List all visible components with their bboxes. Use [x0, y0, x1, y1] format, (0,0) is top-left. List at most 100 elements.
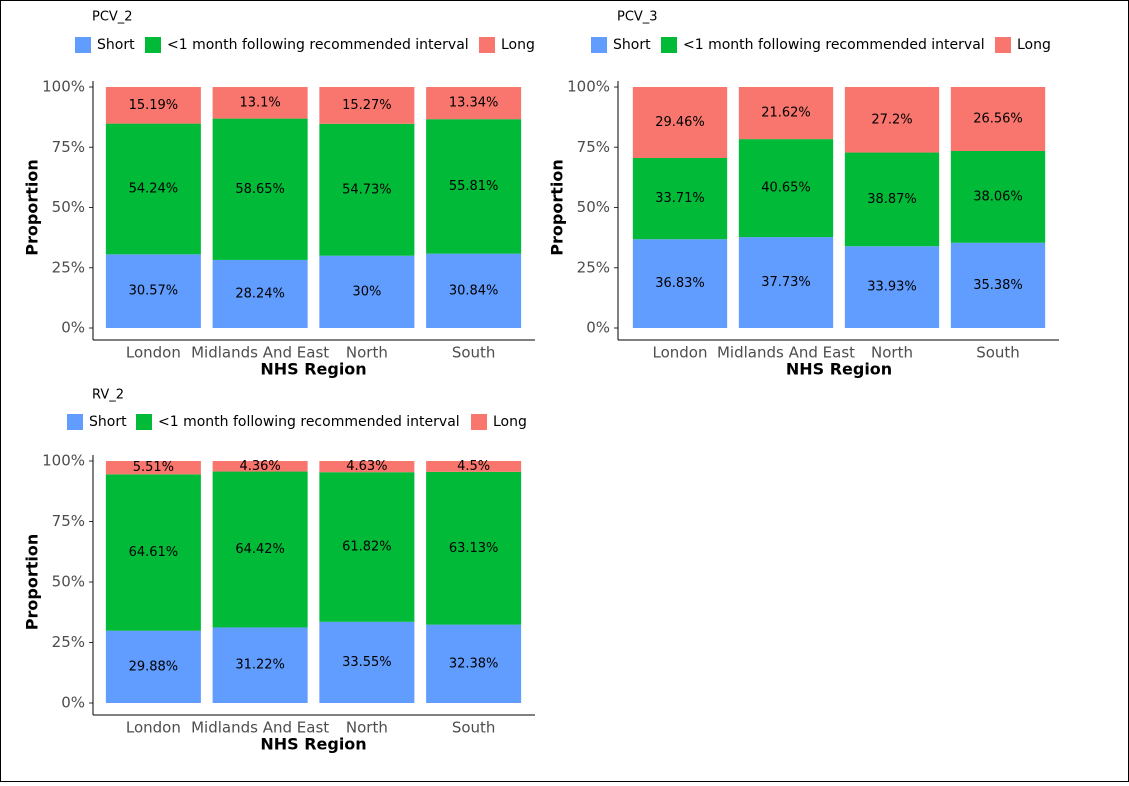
bar-segment [105, 630, 201, 703]
value-label: 13.1% [239, 95, 280, 110]
value-label: 38.06% [973, 189, 1023, 204]
y-tick-label: 100% [42, 452, 85, 470]
bar-segment [738, 87, 834, 140]
legend-label: Short [613, 37, 651, 53]
value-label: 63.13% [449, 541, 499, 556]
value-label: 40.65% [761, 181, 811, 196]
y-tick-label: 75% [52, 138, 85, 156]
value-label: 33.93% [867, 280, 917, 295]
legend-swatch [591, 37, 607, 53]
bar-segment [844, 87, 940, 153]
bar-segment [632, 157, 728, 240]
bar-segment [212, 627, 308, 703]
legend-label: Short [97, 37, 135, 53]
bar-segment [426, 87, 522, 120]
y-tick-label: 75% [52, 512, 85, 530]
bar-segment [844, 246, 940, 328]
bar-segment [105, 87, 201, 124]
bar-segment [426, 460, 522, 472]
value-label: 33.71% [655, 191, 705, 206]
x-tick-label: South [452, 344, 496, 362]
bar-segment [319, 255, 415, 328]
y-axis-title: Proportion [23, 159, 42, 255]
bar-segment [105, 474, 201, 631]
value-label: 4.63% [346, 459, 387, 474]
y-axis-title: Proportion [23, 534, 42, 630]
value-label: 29.88% [129, 659, 179, 674]
x-tick-label: South [452, 719, 496, 737]
legend-label: <1 month following recommended interval [158, 414, 460, 430]
x-axis-title: NHS Region [260, 360, 366, 379]
legend-label: <1 month following recommended interval [683, 37, 985, 53]
y-tick-label: 50% [52, 198, 85, 216]
y-tick-label: 50% [577, 198, 610, 216]
bar-segment [426, 624, 522, 703]
bar-segment [738, 237, 834, 328]
x-tick-label: Midlands And East [191, 344, 329, 362]
value-label: 29.46% [655, 115, 705, 130]
value-label: 32.38% [449, 656, 499, 671]
bar-segment [738, 139, 834, 238]
value-label: 35.38% [973, 278, 1023, 293]
legend-title: PCV_3 [617, 10, 658, 25]
x-tick-label: London [653, 344, 708, 362]
x-tick-label: London [126, 344, 181, 362]
legend-label: Long [1017, 37, 1051, 53]
value-label: 5.51% [133, 460, 174, 475]
legend-swatch [136, 414, 152, 430]
value-label: 27.2% [871, 112, 912, 127]
y-tick-label: 25% [577, 258, 610, 276]
bar-segment [212, 259, 308, 328]
x-tick-label: North [346, 344, 388, 362]
y-tick-label: 100% [42, 78, 85, 96]
bar-segment [426, 253, 522, 328]
value-label: 15.19% [129, 98, 179, 113]
bar-segment [319, 621, 415, 703]
legend-label: Short [89, 414, 127, 430]
legend-swatch [479, 37, 495, 53]
value-label: 31.22% [235, 658, 285, 673]
legend-title: PCV_2 [92, 10, 133, 25]
x-tick-label: South [976, 344, 1020, 362]
legend-label: Long [501, 37, 535, 53]
bar-segment [950, 151, 1046, 243]
x-tick-label: London [126, 719, 181, 737]
value-label: 26.56% [973, 112, 1023, 127]
x-axis-title: NHS Region [260, 735, 366, 754]
legend-swatch [661, 37, 677, 53]
y-tick-label: 75% [577, 138, 610, 156]
bar-segment [212, 87, 308, 119]
value-label: 55.81% [449, 179, 499, 194]
value-label: 36.83% [655, 276, 705, 291]
value-label: 64.42% [235, 542, 285, 557]
y-tick-label: 0% [61, 694, 85, 712]
y-tick-label: 25% [52, 258, 85, 276]
value-label: 21.62% [761, 106, 811, 121]
legend-label: <1 month following recommended interval [167, 37, 469, 53]
x-tick-label: Midlands And East [191, 719, 329, 737]
x-tick-label: North [346, 719, 388, 737]
value-label: 38.87% [867, 192, 917, 207]
bar-segment [212, 471, 308, 628]
legend-label: Long [493, 414, 527, 430]
value-label: 30% [352, 284, 381, 299]
bar-segment [844, 152, 940, 247]
value-label: 13.34% [449, 96, 499, 111]
legend-swatch [995, 37, 1011, 53]
value-label: 4.5% [457, 459, 490, 474]
y-tick-label: 100% [567, 78, 610, 96]
legend-title: RV_2 [92, 388, 124, 403]
y-tick-label: 50% [52, 573, 85, 591]
bar-segment [319, 461, 415, 473]
value-label: 30.84% [449, 283, 499, 298]
x-axis-title: NHS Region [786, 360, 892, 379]
y-axis-title: Proportion [548, 159, 567, 255]
legend-swatch [471, 414, 487, 430]
bar-segment [105, 461, 201, 475]
x-tick-label: Midlands And East [717, 344, 855, 362]
bar-segment [426, 119, 522, 254]
value-label: 15.27% [342, 98, 392, 113]
bar-segment [319, 123, 415, 256]
value-label: 28.24% [235, 286, 285, 301]
y-tick-label: 0% [61, 319, 85, 337]
